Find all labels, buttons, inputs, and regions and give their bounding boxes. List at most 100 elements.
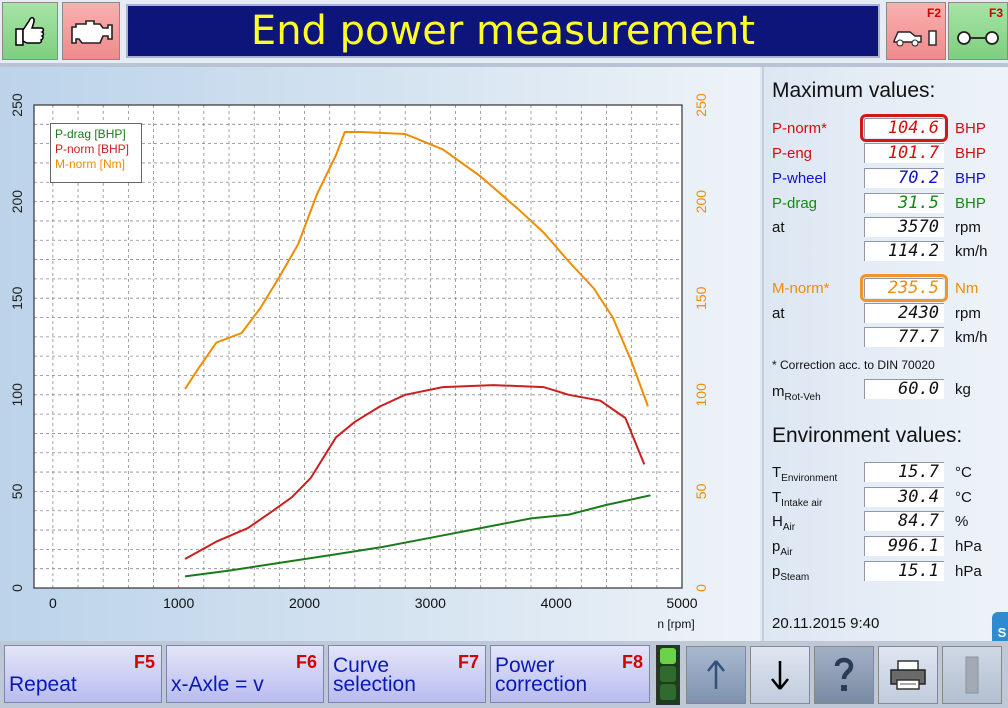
f6-key-label: F6 [295, 652, 317, 672]
measurement-datetime: 20.11.2015 9:40 [772, 615, 880, 632]
help-button[interactable] [814, 646, 874, 704]
mass-label: mRot-Veh [772, 383, 821, 403]
f5-key-label: F5 [133, 652, 155, 672]
power-rpm-unit: rpm [955, 219, 981, 236]
power-rpm-value: 3570 [864, 217, 944, 237]
max-values-title: Maximum values: [772, 79, 936, 102]
y-tick-label: 100 [9, 383, 25, 407]
y2-tick-label: 50 [693, 483, 709, 499]
power-correction-button[interactable]: F8 Power correction [490, 645, 650, 703]
plot-frame [33, 104, 683, 589]
torque-speed-value: 77.7 [864, 327, 944, 347]
p-drag-value: 31.5 [864, 193, 944, 213]
chart-legend: P-drag [BHP] P-norm [BHP] M-norm [Nm] [50, 123, 142, 183]
y-tick-label: 150 [9, 286, 25, 310]
m-norm-label: M-norm* [772, 280, 830, 297]
accept-button[interactable] [2, 2, 58, 60]
f8-key-label: F8 [621, 652, 643, 672]
status-light-bottom [660, 684, 676, 700]
legend-item-p-norm: P-norm [BHP] [55, 142, 130, 156]
env-value-intake-air: 30.4 [864, 487, 944, 507]
env-value-steam-pressure: 15.1 [864, 561, 944, 581]
series-line-1 [184, 384, 646, 560]
mass-unit: kg [955, 381, 971, 398]
status-light [656, 645, 680, 705]
power-speed-unit: km/h [955, 243, 988, 260]
y-tick-label: 0 [9, 584, 25, 592]
y2-tick-label: 200 [693, 190, 709, 214]
x-axis-label: n [rpm] [657, 617, 694, 631]
p-norm-unit: BHP [955, 120, 986, 137]
env-unit-steam-pressure: hPa [955, 563, 982, 580]
f7-key-label: F7 [457, 652, 479, 672]
y2-tick-label: 150 [693, 286, 709, 310]
env-unit-humidity: % [955, 513, 969, 530]
y-tick-label: 50 [9, 483, 25, 499]
env-unit-air-pressure: hPa [955, 538, 982, 555]
p-eng-value: 101.7 [864, 143, 944, 163]
env-label-humidity: HAir [772, 513, 796, 533]
scroll-up-button[interactable] [686, 646, 746, 704]
arrow-down-icon [771, 661, 789, 690]
legend-item-m-norm: M-norm [Nm] [55, 157, 125, 171]
y-tick-label: 200 [9, 190, 25, 214]
status-light-top [660, 648, 676, 664]
mass-value: 60.0 [864, 379, 944, 399]
function-key-label: F2 [926, 6, 941, 20]
top-toolbar: End power measurement F2 F3 [0, 0, 1008, 64]
scroll-down-button[interactable] [750, 646, 810, 704]
legend-item-p-drag: P-drag [BHP] [55, 127, 126, 141]
p-norm-label: P-norm* [772, 120, 828, 137]
x-tick-label: 5000 [666, 595, 697, 611]
x-tick-label: 2000 [289, 595, 320, 611]
env-label-air-pressure: pAir [772, 538, 793, 558]
y2-tick-label: 250 [693, 93, 709, 117]
torque-rpm-value: 2430 [864, 303, 944, 323]
roller-f3-button[interactable]: F3 [948, 2, 1008, 60]
function-key-label: F3 [988, 6, 1003, 20]
torque-rpm-unit: rpm [955, 305, 981, 322]
y2-tick-label: 0 [693, 584, 709, 592]
dyno-car-icon [893, 30, 937, 47]
help-icon [834, 657, 854, 691]
din-correction-note: * Correction acc. to DIN 70020 [772, 358, 935, 372]
header-separator [0, 63, 1008, 67]
torque-at-label: at [772, 305, 785, 322]
thumbs-up-icon [15, 16, 45, 46]
printer-icon [890, 660, 926, 690]
status-light-middle [660, 666, 676, 682]
env-label-temperature: TEnvironment [772, 464, 838, 484]
m-norm-unit: Nm [955, 280, 979, 297]
disabled-icon [965, 656, 979, 694]
environment-title: Environment values: [772, 424, 963, 447]
env-unit-temperature: °C [955, 464, 972, 481]
disabled-button[interactable] [942, 646, 1002, 704]
power-speed-value: 114.2 [864, 241, 944, 261]
m-norm-value: 235.5 [860, 274, 948, 302]
p-wheel-value: 70.2 [864, 168, 944, 188]
curve-selection-button[interactable]: F7 Curve selection [328, 645, 486, 703]
y-tick-label: 250 [9, 93, 25, 117]
x-axle-button-label: x-Axle = v [171, 673, 264, 696]
x-axle-button[interactable]: F6 x-Axle = v [166, 645, 324, 703]
title-bar: End power measurement [126, 4, 880, 58]
repeat-button-label: Repeat [9, 673, 77, 696]
series-line-0 [184, 494, 651, 578]
p-drag-label: P-drag [772, 195, 818, 212]
env-unit-intake-air: °C [955, 489, 972, 506]
engine-icon [71, 20, 113, 44]
power-at-label: at [772, 219, 785, 236]
print-button[interactable] [878, 646, 938, 704]
power-chart: 0 1000 2000 3000 4000 5000 0 50 100 150 200 250 0 50 1… [9, 93, 709, 631]
roller-icon [957, 31, 999, 45]
repeat-button[interactable]: F5 Repeat [4, 645, 162, 703]
y2-tick-label: 100 [693, 383, 709, 407]
env-value-temperature: 15.7 [864, 462, 944, 482]
engine-button[interactable] [62, 2, 120, 60]
arrow-up-icon [707, 660, 725, 689]
power-chart-panel: 0 1000 2000 3000 4000 5000 0 50 100 150 200 250 0 50 1… [0, 67, 760, 641]
dyno-f2-button[interactable]: F2 [886, 2, 946, 60]
x-tick-label: 0 [49, 595, 57, 611]
p-wheel-unit: BHP [955, 170, 986, 187]
x-tick-label: 1000 [163, 595, 194, 611]
